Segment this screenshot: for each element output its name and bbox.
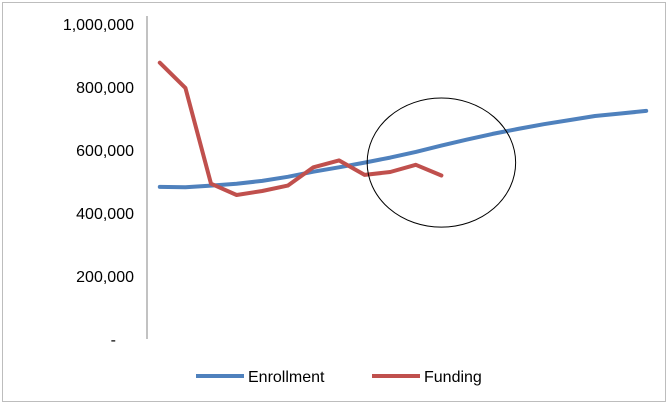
legend-label-funding: Funding — [424, 369, 482, 386]
y-tick-label: 400,000 — [76, 206, 134, 223]
series-line-funding — [157, 60, 444, 197]
series-layer — [157, 60, 649, 197]
annotation-layer — [366, 97, 517, 228]
legend-label-enrollment: Enrollment — [248, 369, 325, 386]
series-line-enrollment — [157, 108, 649, 190]
y-tick-label: - — [111, 332, 116, 349]
y-tick-label: 600,000 — [76, 143, 134, 160]
annotation-circle — [366, 97, 517, 228]
y-tick-label: 1,000,000 — [63, 17, 134, 34]
y-axis-ticks: - 200,000 400,000 600,000 800,000 1,000,000 — [63, 17, 134, 349]
y-tick-label: 200,000 — [76, 269, 134, 286]
legend: Enrollment Funding — [196, 369, 482, 386]
y-tick-label: 800,000 — [76, 80, 134, 97]
